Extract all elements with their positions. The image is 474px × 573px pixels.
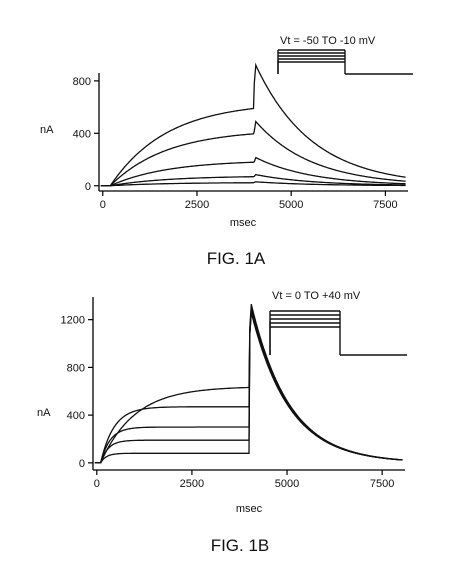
series-5-trace-fig1b [94,312,403,464]
caption-fig1b: FIG. 1B [211,536,270,555]
y-tick-label-fig1b: 1200 [61,315,85,327]
x-tick-label-fig1b: 2500 [180,478,204,490]
x-axis-label-fig1a: msec [230,217,257,229]
series-2-trace-fig1a [100,119,406,187]
ticks-fig1a: 0 2500 5000 7500 0 400 800 [73,76,398,211]
y-tick-label-fig1a: 0 [85,181,91,193]
series-1-trace-fig1a [100,62,406,187]
caption-fig1a: FIG. 1A [207,249,266,268]
traces-fig1b [94,304,403,464]
protocol-inset-fig1a [277,49,413,75]
x-tick-label-fig1b: 7500 [370,478,394,490]
x-tick-label-fig1a: 5000 [279,199,303,211]
y-tick-label-fig1a: 400 [73,128,91,140]
x-tick-label-fig1b: 0 [94,478,100,490]
x-tick-label-fig1a: 2500 [185,199,209,211]
x-axis-label-fig1b: msec [236,503,263,515]
x-tick-label-fig1a: 7500 [373,199,397,211]
chart-fig1a: Vt = -50 TO -10 mV 0 2500 5000 75000400800 … [40,35,413,268]
traces-fig1a [100,62,406,187]
y-tick-label-fig1b: 800 [67,362,85,374]
y-tick-label-fig1b: 0 [79,458,85,470]
protocol-label-fig1a: Vt = -50 TO -10 mV [280,35,376,47]
protocol-inset-fig1b [269,310,407,356]
y-axis-label-fig1b: nA [37,407,51,419]
y-tick-label-fig1b: 400 [67,410,85,422]
chart-fig1b: Vt = 0 TO +40 mV 0 2500 5000 7500 0 400 800 120… [37,290,407,555]
x-tick-label-fig1a: 0 [100,199,106,211]
series-3-trace-fig1a [100,156,406,187]
ticks-fig1b: 0 2500 5000 7500 0 400 800 1200 [61,315,395,490]
series-5-trace-fig1a [100,181,406,187]
y-axis-label-fig1a: nA [40,124,54,136]
y-tick-label-fig1a: 800 [73,76,91,88]
protocol-label-fig1b: Vt = 0 TO +40 mV [272,290,361,302]
series-4-trace-fig1a [100,173,406,187]
x-tick-label-fig1b: 5000 [275,478,299,490]
